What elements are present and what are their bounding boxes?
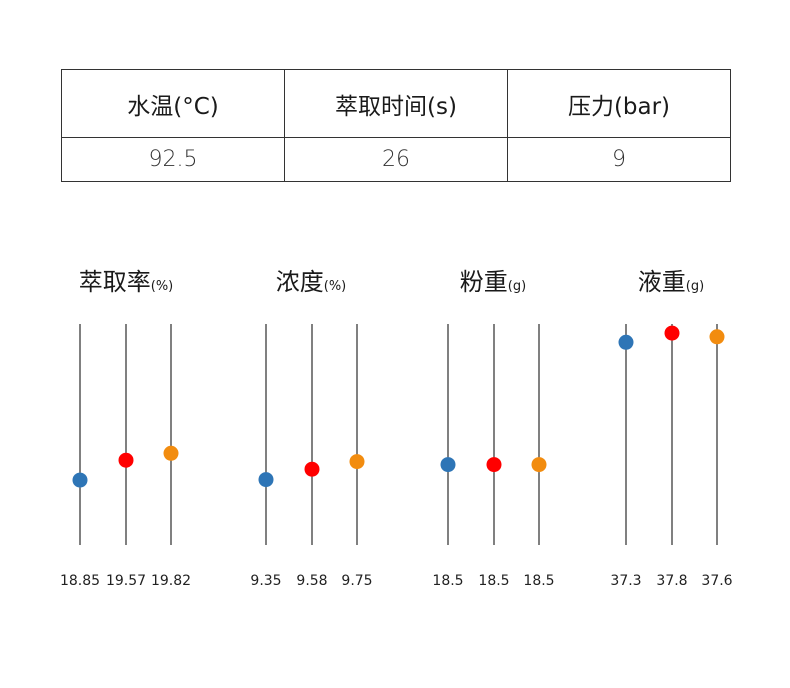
value-label: 9.75 (341, 573, 372, 589)
data-point (486, 457, 502, 473)
chart-title-text: 液重 (637, 268, 686, 296)
chart-title-text: 粉重 (459, 268, 508, 296)
data-point (258, 472, 274, 488)
chart-unit: (%) (323, 279, 347, 294)
value-label: 9.35 (250, 573, 281, 589)
header-extraction-time: 萃取时间(s) (284, 69, 508, 138)
data-point (618, 334, 634, 350)
chart-title-yield-weight: 液重(g) (576, 262, 766, 297)
value-label: 37.3 (610, 573, 641, 589)
data-point (709, 329, 725, 345)
chart-title-text: 萃取率 (78, 268, 151, 296)
chart-title-dose-weight: 粉重(g) (398, 262, 588, 297)
table-value-row: 92.5 26 9 (61, 137, 731, 182)
value-label: 18.5 (523, 573, 554, 589)
chart-title-extraction-rate: 萃取率(%) (31, 262, 221, 297)
value-extraction-time: 26 (284, 137, 508, 182)
data-point (72, 472, 88, 488)
value-label: 18.5 (478, 573, 509, 589)
data-point (304, 461, 320, 477)
value-label: 18.5 (432, 573, 463, 589)
chart-unit: (%) (150, 279, 174, 294)
value-label: 37.6 (701, 573, 732, 589)
value-label: 19.57 (106, 573, 146, 589)
data-point (118, 452, 134, 468)
data-point (349, 454, 365, 470)
chart-unit: (g) (507, 279, 527, 294)
value-label: 18.85 (60, 573, 100, 589)
brew-parameters-table: 水温(°C) 萃取时间(s) 压力(bar) 92.5 26 9 (61, 69, 731, 182)
data-point (664, 325, 680, 341)
data-point (531, 457, 547, 473)
value-pressure: 9 (507, 137, 731, 182)
value-label: 9.58 (296, 573, 327, 589)
data-point (440, 457, 456, 473)
data-point (163, 445, 179, 461)
value-label: 37.8 (656, 573, 687, 589)
header-water-temp: 水温(°C) (61, 69, 285, 138)
table-header-row: 水温(°C) 萃取时间(s) 压力(bar) (61, 69, 731, 138)
chart-title-concentration: 浓度(%) (216, 262, 406, 297)
header-pressure: 压力(bar) (507, 69, 731, 138)
value-label: 19.82 (151, 573, 191, 589)
chart-unit: (g) (685, 279, 705, 294)
chart-title-text: 浓度 (275, 268, 324, 296)
value-water-temp: 92.5 (61, 137, 285, 182)
